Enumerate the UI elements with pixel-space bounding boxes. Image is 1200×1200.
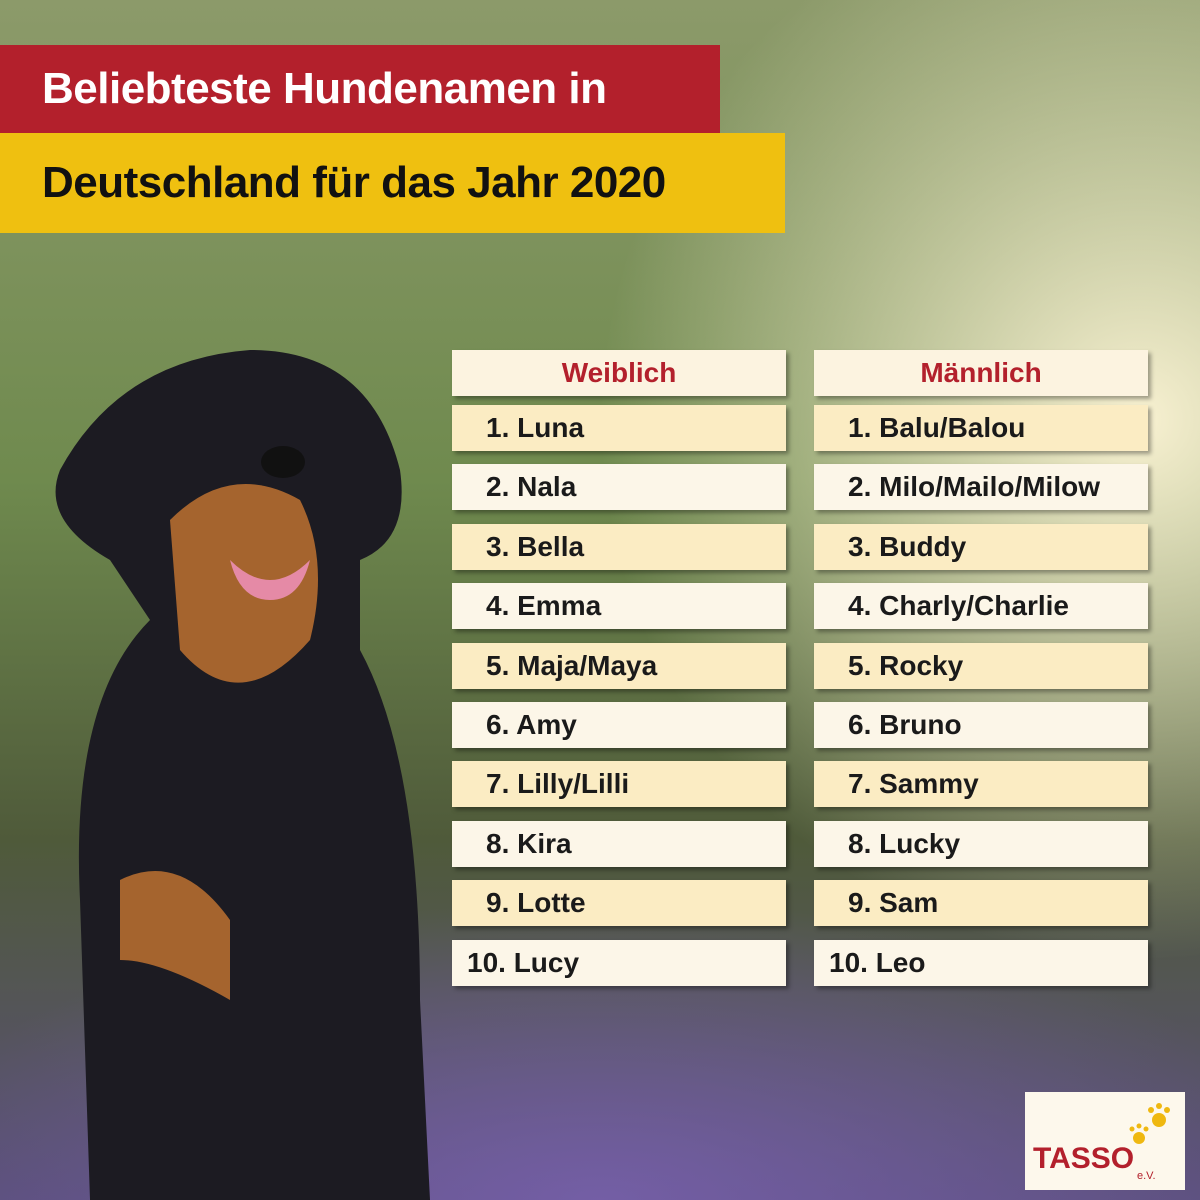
name-row: 6. Bruno: [814, 702, 1148, 748]
name-row: 9. Sam: [814, 880, 1148, 927]
column-heading: Männlich: [814, 350, 1148, 396]
logo: TASSO e.V.: [1025, 1092, 1185, 1190]
title-line: Beliebteste Hundenamen in: [0, 45, 720, 133]
name-row: 4. Charly/Charlie: [814, 583, 1148, 630]
name-row: 5. Maja/Maya: [452, 642, 786, 689]
name-row: 9. Lotte: [452, 880, 786, 927]
name-row: 5. Rocky: [814, 642, 1148, 689]
logo-suffix: e.V.: [1137, 1170, 1156, 1182]
name-row: 1. Balu/Balou: [814, 405, 1148, 451]
name-row: 3. Bella: [452, 523, 786, 570]
name-row: 10. Lucy: [452, 939, 786, 986]
paw-icons: [1129, 1103, 1170, 1144]
name-row: 8. Kira: [452, 820, 786, 867]
title-line: Deutschland für das Jahr 2020: [0, 133, 785, 233]
name-row: 8. Lucky: [814, 820, 1148, 867]
name-row: 10. Leo: [814, 939, 1148, 986]
column-heading: Weiblich: [452, 350, 786, 396]
name-row: 7. Sammy: [814, 761, 1148, 808]
logo-name: TASSO: [1033, 1142, 1135, 1175]
name-row: 7. Lilly/Lilli: [452, 761, 786, 808]
name-row: 2. Milo/Mailo/Milow: [814, 464, 1148, 511]
name-row: 2. Nala: [452, 464, 786, 511]
dog: [55, 350, 431, 1200]
name-row: 6. Amy: [452, 702, 786, 748]
name-row: 4. Emma: [452, 583, 786, 630]
name-row: 1. Luna: [452, 405, 786, 451]
name-row: 3. Buddy: [814, 523, 1148, 570]
